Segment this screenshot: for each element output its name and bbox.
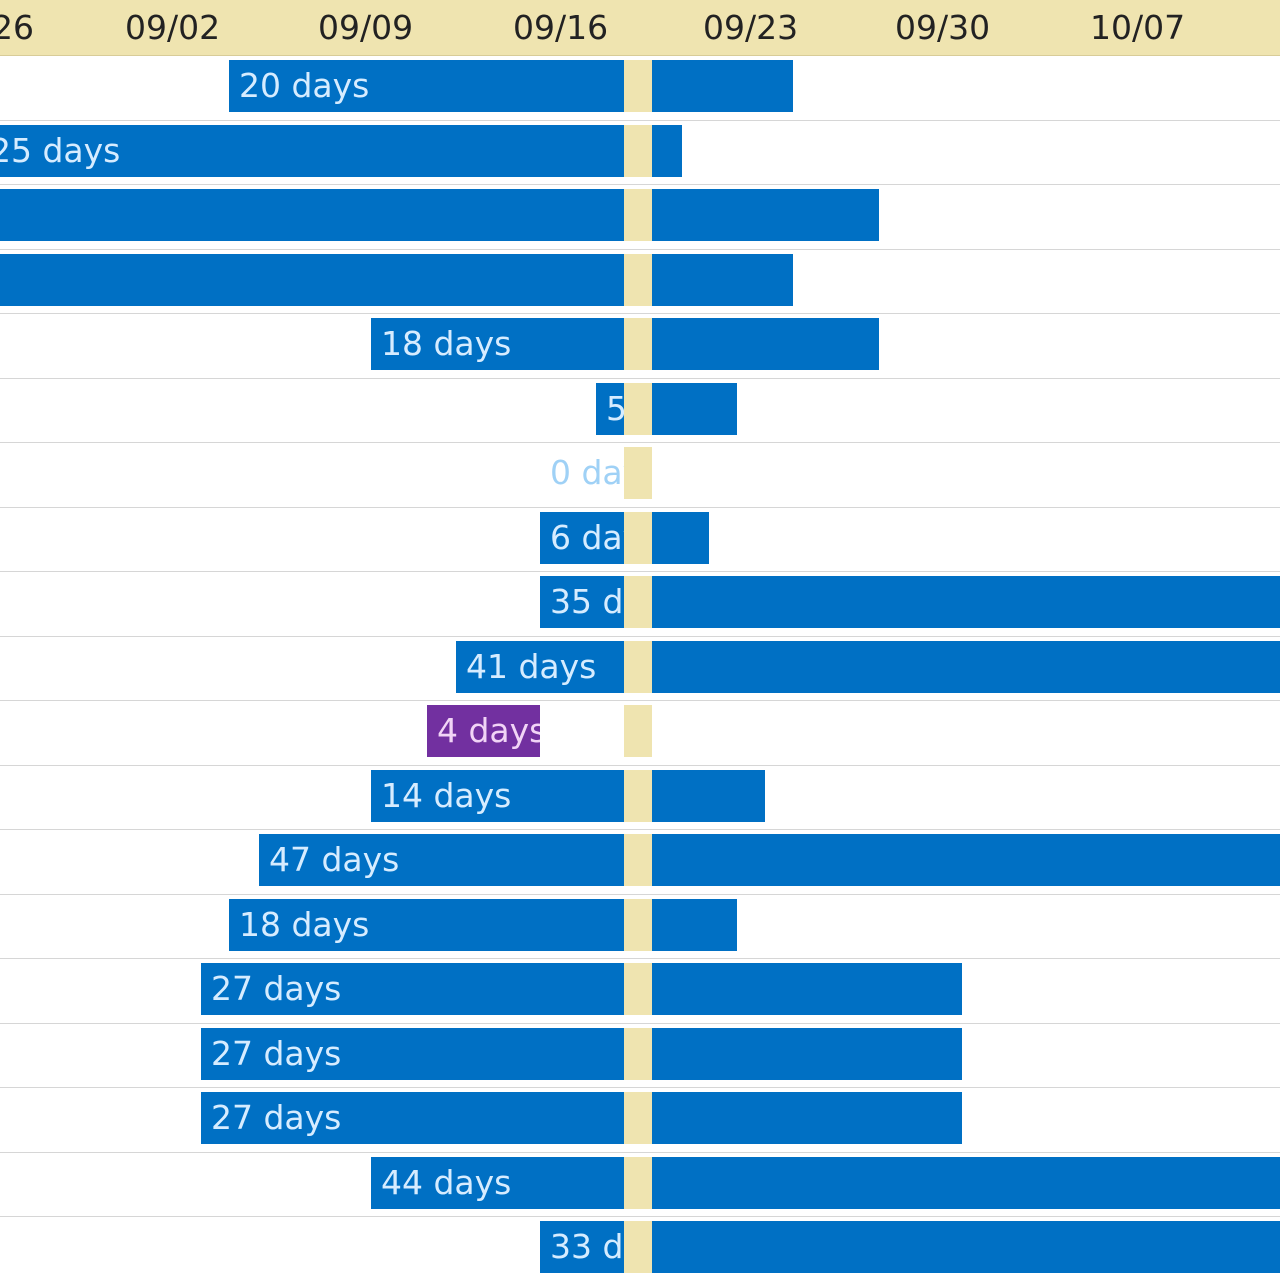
today-marker [624,1156,652,1209]
duration-bar[interactable]: 25 days [0,124,682,177]
duration-label: 18 days [381,324,512,363]
today-marker [624,253,652,306]
duration-label: 44 days [381,1162,512,1202]
today-marker [624,60,652,112]
task-row: 14 days [0,766,1280,830]
task-row: 27 days [0,1024,1280,1088]
task-row: 27 days [0,1088,1280,1153]
duration-label: 47 days [269,840,400,879]
task-rows: 20 days 25 days 18 days 5 0 day 6 day 35 d 41 d… [0,56,1280,1278]
duration-bar[interactable]: 18 days [229,898,737,951]
duration-label: 41 days [466,646,597,686]
task-row: 18 days [0,314,1280,379]
duration-bar[interactable]: 14 days [371,769,765,822]
duration-bar[interactable] [0,253,793,306]
timeline-date-label: 10/07 [1090,8,1186,47]
today-marker [624,511,652,564]
duration-label: 4 days [437,711,540,750]
duration-label: 14 days [381,775,512,815]
today-marker [624,576,652,628]
duration-label: 27 days [211,969,342,1008]
duration-bar[interactable]: 33 d [540,1221,1280,1273]
task-row: 44 days [0,1153,1280,1217]
timeline-date-label: 26 [0,8,34,47]
duration-bar[interactable]: 27 days [201,963,962,1015]
today-marker [624,1027,652,1080]
today-marker [624,769,652,822]
timeline-date-label: 09/09 [318,8,414,47]
timeline-header: 26 09/02 09/09 09/16 09/23 09/30 10/07 [0,0,1280,56]
task-row: 20 days [0,56,1280,121]
duration-bar[interactable]: 4 days [427,705,540,757]
today-marker [624,640,652,693]
today-marker [624,189,652,241]
duration-bar[interactable]: 47 days [259,834,1280,886]
duration-bar[interactable] [0,189,879,241]
duration-label: 27 days [211,1098,342,1137]
timeline-date-label: 09/16 [513,8,609,47]
timeline-date-label: 09/23 [703,8,799,47]
duration-label: 33 d [550,1227,624,1266]
duration-bar[interactable]: 27 days [201,1027,962,1080]
task-row [0,250,1280,314]
task-row: 35 d [0,572,1280,637]
duration-bar[interactable]: 5 [596,382,737,435]
today-marker [624,898,652,951]
task-row: 27 days [0,959,1280,1024]
task-row: 25 days [0,121,1280,185]
today-marker [624,382,652,435]
today-marker [624,1221,652,1273]
duration-bar[interactable]: 27 days [201,1092,962,1144]
today-marker [624,1092,652,1144]
duration-label: 18 days [239,904,370,944]
today-marker [624,834,652,886]
duration-label: 25 days [0,130,121,170]
task-row: 5 [0,379,1280,443]
today-marker [624,124,652,177]
duration-bar[interactable]: 44 days [371,1156,1280,1209]
task-row: 41 days [0,637,1280,701]
task-row: 4 days [0,701,1280,766]
task-row [0,185,1280,250]
timeline-date-label: 09/30 [895,8,991,47]
duration-label: 20 days [239,66,370,105]
task-row: 18 days [0,895,1280,959]
duration-bar[interactable]: 35 d [540,576,1280,628]
duration-bar[interactable]: 41 days [456,640,1280,693]
task-row: 6 day [0,508,1280,572]
task-row: 0 day [0,443,1280,508]
timeline-date-label: 09/02 [125,8,221,47]
today-marker [624,447,652,499]
task-row: 47 days [0,830,1280,895]
duration-label: 5 [606,388,627,428]
today-marker [624,963,652,1015]
today-marker [624,318,652,370]
duration-label: 35 d [550,582,624,621]
today-marker [624,705,652,757]
duration-label: 27 days [211,1033,342,1073]
duration-bar[interactable]: 20 days [229,60,793,112]
task-row: 33 d [0,1217,1280,1278]
